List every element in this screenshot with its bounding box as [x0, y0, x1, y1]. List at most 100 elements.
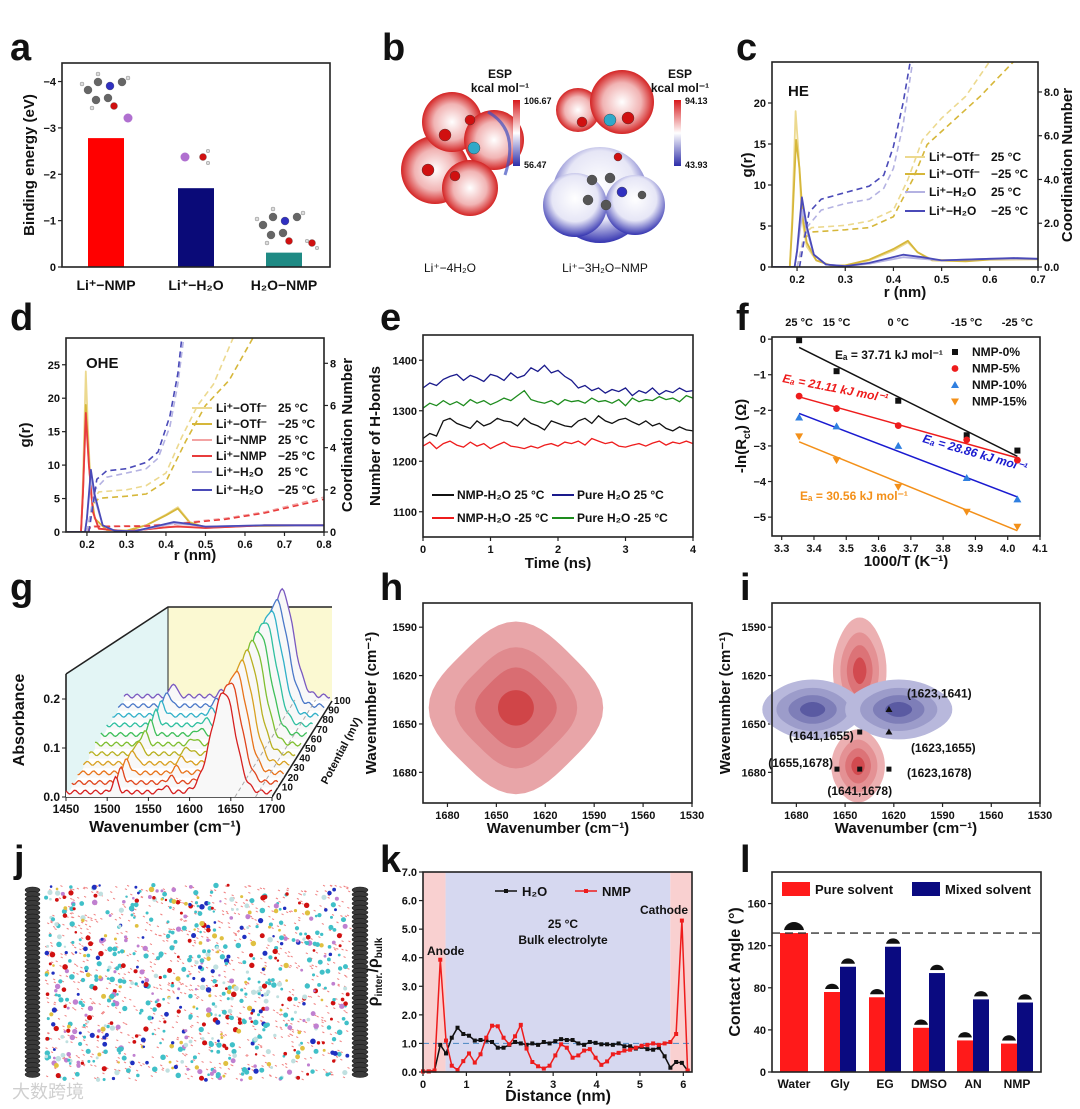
water-molecule — [100, 1012, 104, 1015]
water-molecule — [70, 1041, 73, 1044]
atom — [93, 77, 103, 87]
water-molecule — [285, 1022, 289, 1025]
molecule-atom — [323, 954, 327, 958]
water-molecule — [285, 1066, 288, 1069]
molecule-atom — [214, 1004, 218, 1009]
molecule-atom — [58, 979, 63, 984]
y2-tick-label: 0.0 — [1044, 262, 1059, 274]
molecule-atom — [175, 1072, 182, 1079]
molecule-atom — [169, 1043, 175, 1049]
molecule-atom — [283, 936, 288, 941]
molecule-atom — [170, 930, 175, 935]
y-tick-label: −5 — [753, 512, 766, 524]
molecule-atom — [66, 1028, 71, 1033]
water-molecule — [145, 921, 149, 924]
molecule-atom — [109, 1021, 114, 1025]
water-molecule — [287, 1019, 290, 1022]
water-molecule — [338, 972, 341, 975]
water-molecule — [283, 934, 286, 937]
water-molecule — [128, 1065, 132, 1068]
water-molecule — [72, 1007, 75, 1010]
y-tick-label: −2 — [43, 169, 56, 181]
water-molecule — [329, 885, 333, 887]
water-molecule — [346, 887, 349, 890]
potential-tick-label: 80 — [322, 715, 334, 726]
water-molecule — [80, 966, 83, 969]
data-point — [610, 1042, 615, 1047]
water-molecule — [341, 900, 344, 903]
water-molecule — [179, 919, 183, 921]
water-molecule — [138, 1034, 142, 1037]
water-molecule — [224, 964, 227, 967]
water-molecule — [247, 982, 250, 985]
water-molecule — [180, 929, 184, 932]
molecule-atom — [272, 935, 275, 938]
legend-label: NMP-0% — [972, 345, 1020, 359]
water-molecule — [137, 1061, 141, 1064]
data-point — [455, 1025, 460, 1030]
x-tick-label: 1680 — [784, 810, 808, 822]
x-axis-title: 1000/T (K⁻¹) — [864, 553, 949, 570]
molecule-atom — [148, 886, 155, 893]
molecule-atom — [229, 896, 235, 902]
water-molecule — [151, 1056, 154, 1059]
molecule-atom — [279, 935, 285, 941]
molecule-atom — [310, 1038, 316, 1045]
water-molecule — [91, 891, 94, 894]
molecule-atom — [219, 954, 226, 960]
x-tick-label: 3.6 — [871, 543, 886, 555]
water-molecule — [124, 1023, 128, 1026]
atom — [449, 170, 461, 182]
water-molecule — [133, 1005, 136, 1008]
water-molecule — [295, 1036, 299, 1039]
y-axis-title: Contact Angle (°) — [727, 907, 744, 1036]
atom — [421, 163, 435, 177]
water-molecule — [248, 932, 251, 935]
water-molecule — [189, 984, 193, 987]
water-molecule — [159, 987, 163, 990]
contour-level — [498, 690, 534, 726]
molecule-atom — [101, 993, 107, 999]
water-molecule — [213, 908, 217, 911]
x-category-label: AN — [964, 1077, 981, 1091]
water-molecule — [341, 992, 344, 995]
data-point — [587, 1040, 592, 1044]
water-molecule — [251, 1069, 254, 1072]
water-molecule — [60, 953, 63, 956]
water-molecule — [150, 929, 153, 932]
molecule-atom — [50, 917, 56, 922]
molecule-atom — [262, 1028, 266, 1032]
water-molecule — [227, 1067, 231, 1070]
molecule-atom — [179, 1005, 183, 1009]
data-point — [438, 1042, 443, 1047]
molecule-atom — [219, 936, 224, 941]
molecule-atom — [198, 1026, 204, 1033]
water-molecule — [170, 897, 173, 900]
atom — [467, 141, 481, 155]
molecule-atom — [254, 1053, 258, 1056]
water-molecule — [154, 933, 158, 936]
water-molecule — [282, 896, 286, 899]
water-molecule — [228, 926, 231, 929]
water-molecule — [240, 905, 243, 908]
water-molecule — [114, 1046, 118, 1049]
molecule-atom — [142, 1045, 146, 1049]
water-molecule — [101, 943, 105, 946]
water-molecule — [275, 1025, 278, 1028]
water-molecule — [95, 920, 99, 923]
water-molecule — [55, 960, 58, 963]
molecule-atom — [300, 1045, 305, 1051]
water-molecule — [172, 908, 175, 911]
data-point — [495, 1045, 500, 1050]
region-cathode — [670, 872, 692, 1072]
molecule-atom — [113, 970, 117, 974]
x-tick-label: 1620 — [533, 810, 557, 822]
peak-marker-square — [857, 766, 863, 772]
caption-li-4h2o: Li⁺−4H₂O — [424, 261, 476, 275]
water-molecule — [73, 981, 76, 983]
molecule-atom — [236, 1028, 242, 1034]
water-molecule — [116, 946, 119, 948]
x-axis-title: Wavenumber (cm⁻¹) — [487, 820, 629, 837]
legend-temp: −25 °C — [991, 167, 1028, 181]
water-molecule — [172, 906, 176, 909]
